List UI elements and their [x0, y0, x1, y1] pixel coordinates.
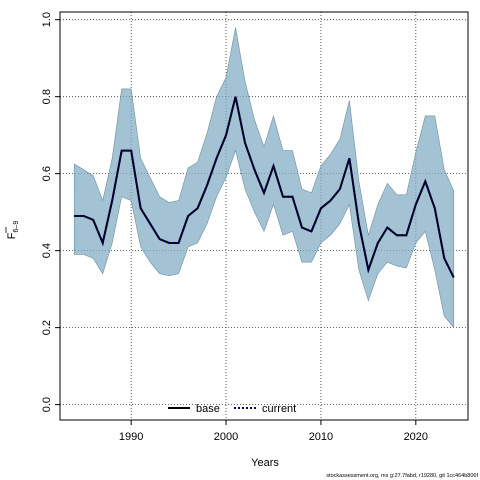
plot-frame [59, 11, 469, 421]
legend-label-current: current [262, 403, 296, 415]
y-axis-title-subscript: 6–9 [13, 221, 20, 233]
footer-version-text: stockassessment.org, ms g:27.7fabd, r192… [326, 473, 478, 479]
y-axis-title-main: F [6, 232, 18, 239]
y-tick-label-4: 0.8 [41, 89, 53, 104]
legend-label-base: base [196, 403, 220, 415]
y-axis: 0.0 0.2 0.4 0.6 0.8 1.0 [41, 12, 60, 412]
y-tick-label-2: 0.4 [41, 243, 53, 258]
series-line-base [74, 96, 455, 279]
svg-text:F6–9: F6–9 [6, 221, 20, 240]
x-axis-title: Years [251, 457, 279, 469]
legend: base current [168, 403, 296, 415]
x-tick-label-1: 2000 [214, 431, 238, 443]
y-tick-label-5: 1.0 [41, 12, 53, 27]
y-tick-label-3: 0.6 [41, 166, 53, 181]
confidence-band-layer [73, 27, 455, 329]
x-tick-label-2: 2010 [309, 431, 333, 443]
y-tick-label-0: 0.0 [41, 397, 53, 412]
y-axis-title: F6–9 [5, 221, 20, 240]
x-tick-label-0: 1990 [119, 431, 143, 443]
confidence-band [73, 27, 455, 329]
y-tick-label-1: 0.2 [41, 320, 53, 335]
x-tick-label-3: 2020 [404, 431, 428, 443]
x-axis: 1990 2000 2010 2020 [119, 420, 428, 443]
series-layer [74, 96, 455, 279]
